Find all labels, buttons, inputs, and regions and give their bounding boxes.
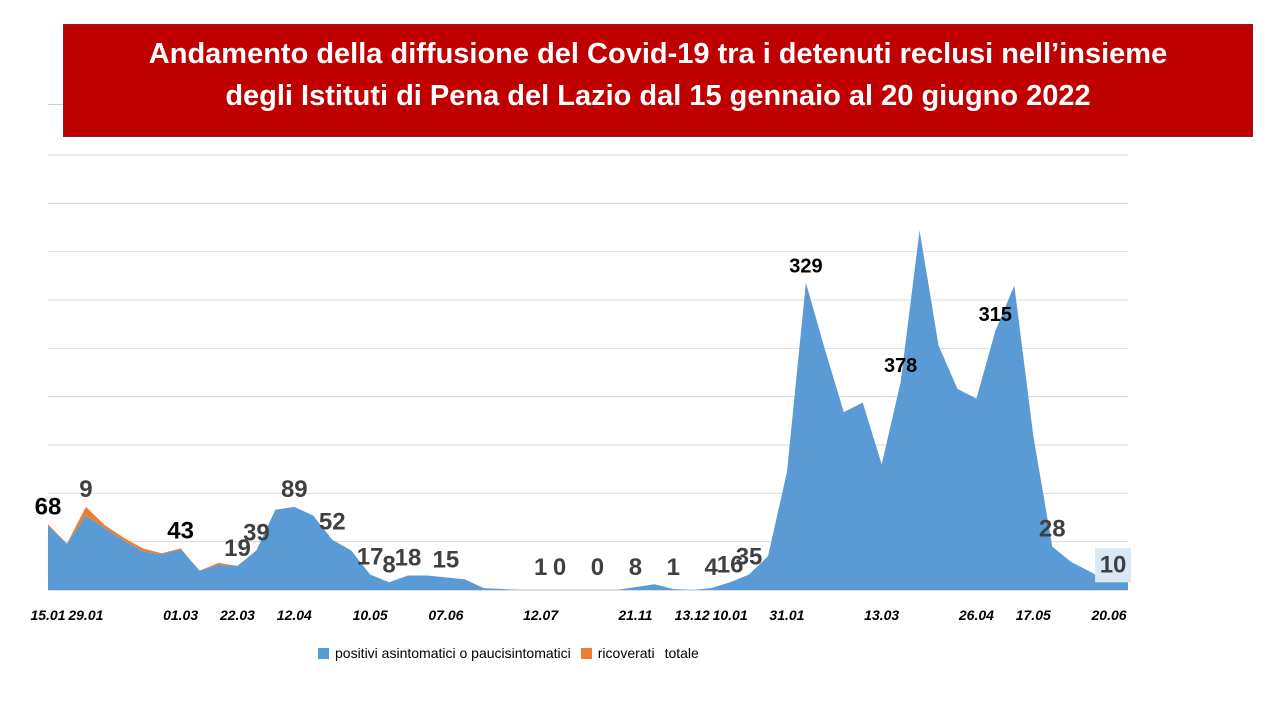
x-tick-label: 12.04 [277, 607, 312, 623]
x-tick-label: 07.06 [428, 607, 463, 623]
data-label: 19 [224, 535, 251, 562]
x-tick-label: 31.01 [769, 607, 804, 623]
chart-title-banner: Andamento della diffusione del Covid-19 … [63, 24, 1253, 137]
x-tick-label: 15.01 [30, 607, 65, 623]
data-label: 52 [319, 509, 346, 536]
chart-title-line-2: degli Istituti di Pena del Lazio dal 15 … [225, 80, 1091, 112]
data-label: 315 [979, 304, 1012, 326]
x-tick-label: 13.12 [675, 607, 710, 623]
data-label: 17 [357, 544, 384, 571]
legend-swatch-ricoverati [580, 647, 592, 659]
legend-item-ricoverati: ricoverati [580, 645, 655, 661]
legend-label-positivi: positivi asintomatici o paucisintomatici [335, 645, 571, 661]
x-tick-label: 10.01 [713, 607, 748, 623]
data-label: 1 [667, 554, 680, 581]
data-label: 0 [553, 554, 566, 581]
data-label: 16 [717, 551, 744, 578]
data-label: 15 [433, 546, 460, 573]
chart-title-line-1: Andamento della diffusione del Covid-19 … [148, 38, 1168, 70]
x-tick-label: 10.05 [353, 607, 388, 623]
data-label: 4 [704, 554, 718, 581]
series-area-positivi [48, 230, 1128, 590]
data-label: 39 [243, 519, 270, 546]
area-chart: 15.01 29.01 01.03 22.03 12.04 10.05 07.06 12.07… [30, 154, 1132, 623]
data-label: 1 [534, 554, 547, 581]
x-tick-label: 01.03 [163, 607, 198, 623]
data-label: 0 [591, 554, 604, 581]
legend: positivi asintomatici o paucisintomatici… [318, 645, 699, 661]
data-label: 28 [1039, 516, 1066, 543]
x-tick-label: 13.03 [864, 607, 899, 623]
legend-item-positivi: positivi asintomatici o paucisintomatici [318, 645, 571, 661]
x-tick-label: 12.07 [523, 607, 559, 623]
data-label: 89 [281, 476, 308, 503]
data-label: 35 [736, 544, 763, 571]
x-tick-label: 20.06 [1091, 607, 1127, 623]
data-label: 329 [789, 256, 822, 278]
x-tick-label: 29.01 [67, 607, 103, 623]
data-label: 10 [1100, 551, 1127, 578]
data-label: 68 [35, 493, 62, 520]
legend-swatch-positivi [318, 647, 329, 659]
data-label: 18 [395, 545, 422, 572]
data-label: 8 [382, 551, 395, 578]
legend-item-totale: totale [665, 645, 699, 661]
x-tick-label: 22.03 [219, 607, 255, 623]
legend-label-totale: totale [664, 645, 699, 661]
data-label-box [1095, 548, 1132, 583]
x-axis-tick-labels: 15.01 29.01 01.03 22.03 12.04 10.05 07.06 12.07… [30, 607, 1126, 623]
x-tick-label: 21.11 [617, 607, 652, 623]
chart-areas [48, 230, 1128, 590]
data-label: 9 [79, 476, 92, 503]
data-label: 378 [884, 355, 917, 377]
x-tick-label: 17.05 [1016, 607, 1051, 623]
data-label: 8 [629, 554, 642, 581]
data-label: 43 [167, 517, 194, 544]
x-tick-label: 26.04 [958, 607, 994, 623]
legend-label-ricoverati: ricoverati [597, 645, 655, 661]
